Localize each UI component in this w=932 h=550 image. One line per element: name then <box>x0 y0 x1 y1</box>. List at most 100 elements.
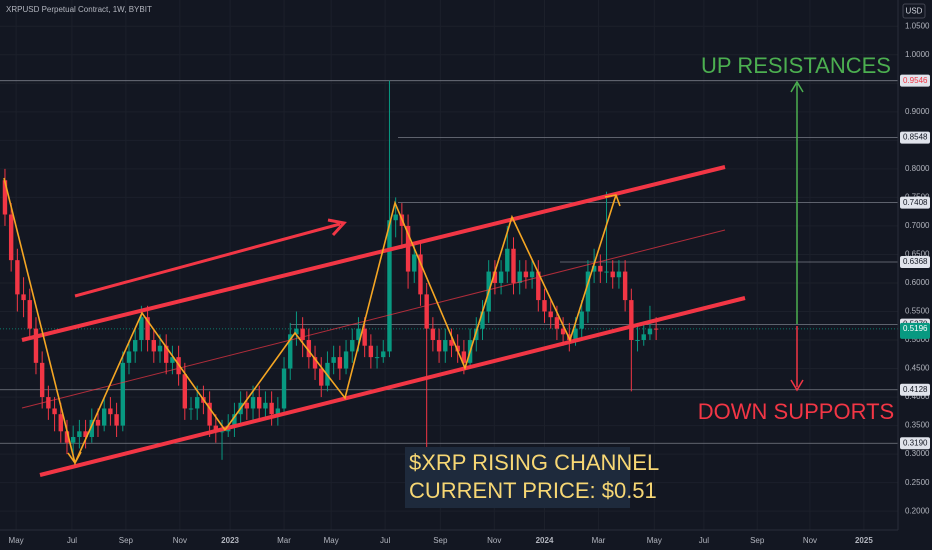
candle-body <box>114 414 119 426</box>
candle-body <box>46 397 51 409</box>
up-label: UP RESISTANCES <box>701 53 891 78</box>
caption-line: $XRP RISING CHANNEL <box>409 450 659 475</box>
candle-body <box>95 419 101 426</box>
x-tick-label: May <box>647 536 662 545</box>
candle-body <box>511 248 516 283</box>
x-tick-label: Mar <box>592 536 606 545</box>
candle-body <box>294 328 299 335</box>
down-arrow-head <box>790 379 804 392</box>
y-tick-label: 0.5500 <box>905 307 930 316</box>
candle-body <box>157 345 163 352</box>
channel-upper <box>21 165 726 342</box>
candle-body <box>591 265 597 272</box>
currency-box <box>902 3 926 19</box>
candle-body <box>2 180 8 215</box>
candle-body <box>548 311 553 318</box>
candle-body <box>585 271 591 312</box>
candle-body <box>312 357 318 369</box>
candle-body <box>33 328 39 363</box>
x-tick-label: May <box>324 536 339 545</box>
level-label: 0.4128 <box>903 385 928 394</box>
level-label: 0.7408 <box>903 198 928 207</box>
y-tick-label: 0.2000 <box>905 506 930 515</box>
candle-body <box>207 402 212 426</box>
x-tick-label: Mar <box>277 536 291 545</box>
candle-body <box>27 300 32 329</box>
candle-body <box>151 340 157 352</box>
candle-body <box>101 408 107 426</box>
candle-body <box>350 340 355 352</box>
candle-body <box>536 271 541 301</box>
candle-body <box>492 271 498 283</box>
y-tick-label: 1.0500 <box>905 21 930 30</box>
zigzag-head <box>67 451 82 465</box>
x-tick-label: 2024 <box>536 536 554 545</box>
candle-body <box>170 357 175 363</box>
y-tick-label: 0.5000 <box>905 335 930 344</box>
level-label: 0.9546 <box>903 76 928 85</box>
trend-arrow <box>74 222 341 298</box>
y-tick-label: 0.9000 <box>905 107 930 116</box>
candle-body <box>505 248 510 272</box>
x-tick-label: Nov <box>487 536 501 545</box>
caption-line: CURRENT PRICE: $0.51 <box>409 478 657 503</box>
candle-body <box>418 254 423 295</box>
level-tag <box>900 131 930 144</box>
level-label: 0.3190 <box>903 438 928 447</box>
candle-body <box>647 328 653 335</box>
up-arrow-head <box>790 80 804 93</box>
candle-body <box>523 271 529 278</box>
x-tick-label: May <box>9 536 24 545</box>
candle-body <box>219 431 225 433</box>
candle-body <box>281 368 287 409</box>
x-tick-label: Nov <box>803 536 817 545</box>
candle-body <box>616 271 622 278</box>
candle-body <box>288 334 293 369</box>
candle-body <box>356 328 361 341</box>
x-tick-label: Sep <box>119 536 134 545</box>
candle-body <box>232 414 237 426</box>
candle-body <box>331 357 336 363</box>
candle-body <box>430 328 436 341</box>
price-axis <box>898 0 932 550</box>
candle-body <box>269 402 274 415</box>
candle-body <box>368 345 374 358</box>
candle-body <box>498 271 504 283</box>
candle-body <box>436 340 442 352</box>
current-price-tag <box>900 322 930 339</box>
candle-body <box>598 265 603 272</box>
price-levels <box>0 80 898 444</box>
level-tag <box>900 383 930 396</box>
y-tick-label: 0.3000 <box>905 449 930 458</box>
x-tick-label: Sep <box>750 536 765 545</box>
candle-body <box>145 317 150 341</box>
y-tick-label: 0.3500 <box>905 421 930 430</box>
axis-labels: 1.05001.00000.95000.90000.85000.80000.75… <box>9 21 930 545</box>
candle-body <box>362 328 367 346</box>
caption-box <box>405 447 630 508</box>
candle-body <box>39 362 45 398</box>
candle-body <box>455 345 460 352</box>
level-label: 0.8548 <box>903 133 928 142</box>
y-tick-label: 1.0000 <box>905 50 930 59</box>
candle-body <box>108 408 113 415</box>
y-tick-label: 0.4000 <box>905 392 930 401</box>
channel-mid <box>21 229 726 409</box>
y-tick-label: 0.8000 <box>905 164 930 173</box>
candle-body <box>554 317 560 329</box>
candle-body <box>52 408 57 415</box>
candle-body <box>542 300 547 312</box>
level-label: 0.6368 <box>903 257 928 266</box>
candle-body <box>164 345 169 363</box>
candle-body <box>263 402 268 409</box>
level-tag <box>900 255 930 268</box>
chart-title: XRPUSD Perpetual Contract, 1W, BYBIT <box>6 5 152 14</box>
candle-body <box>653 328 659 330</box>
candle-body <box>64 431 70 443</box>
candle-body <box>622 271 628 301</box>
level-tag <box>900 74 930 87</box>
x-tick-label: Sep <box>433 536 448 545</box>
x-tick-label: Jul <box>699 536 709 545</box>
candle-body <box>319 368 324 386</box>
